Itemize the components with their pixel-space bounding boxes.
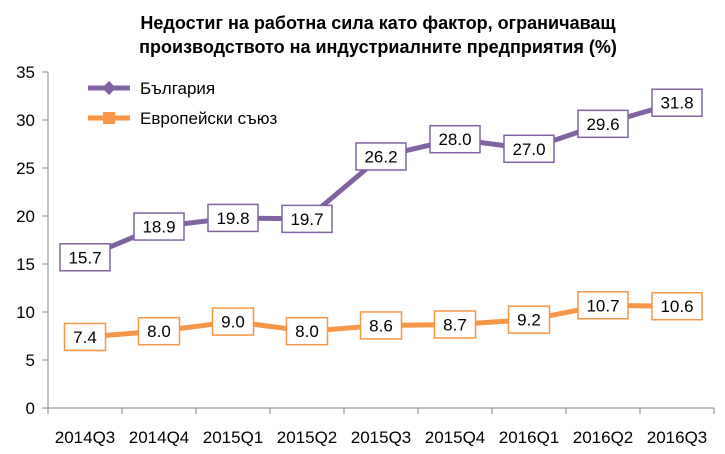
data-label-box	[281, 204, 333, 234]
data-label: 10.7	[586, 296, 619, 315]
data-labels-layer: 15.7 18.9 19.8 19.7 26.2 28.0 27.0 29.6 31.8 7.4 8…	[59, 88, 703, 352]
x-tick-label: 2015Q3	[351, 428, 412, 447]
data-label: 29.6	[586, 115, 619, 134]
x-tick-label: 2015Q2	[277, 428, 338, 447]
x-tick-label: 2015Q1	[203, 428, 264, 447]
data-label: 15.7	[68, 248, 101, 267]
data-label: 7.4	[73, 328, 97, 347]
data-label-box	[63, 322, 107, 352]
y-tick-label: 20	[16, 207, 35, 226]
y-tick-label: 0	[26, 399, 35, 418]
data-label-box	[577, 109, 629, 139]
x-tick-label: 2014Q4	[129, 428, 190, 447]
axes: 0 5 10 15 20 25 30 35 2014Q3 2014Q4 2015Q1 2015Q2 20…	[16, 63, 715, 447]
data-label-box	[577, 291, 629, 320]
data-label: 27.0	[512, 140, 545, 159]
y-tick-label: 15	[16, 255, 35, 274]
data-label: 10.6	[660, 297, 693, 316]
data-label-box	[285, 316, 329, 346]
chart-title-line-2: производството на индустриалните предпри…	[139, 37, 617, 57]
data-label-box	[429, 124, 481, 154]
data-label: 8.7	[443, 315, 467, 334]
x-tick-label: 2015Q4	[425, 428, 486, 447]
x-tick-label: 2016Q2	[573, 428, 634, 447]
y-tick-label: 35	[16, 63, 35, 82]
data-label-box	[433, 310, 477, 339]
data-label-box	[133, 212, 185, 241]
data-label-box	[207, 203, 259, 233]
legend-item: България	[88, 79, 215, 98]
x-tick-label: 2014Q3	[55, 428, 116, 447]
data-label-box	[355, 142, 407, 171]
data-label-box	[211, 307, 255, 336]
y-tick-label: 5	[26, 351, 35, 370]
y-tick-label: 25	[16, 159, 35, 178]
legend-marker	[103, 112, 115, 124]
data-label-box	[507, 305, 551, 334]
data-label: 19.8	[216, 209, 249, 228]
data-label-box	[651, 88, 703, 117]
data-label: 28.0	[438, 130, 471, 149]
data-label-box	[503, 134, 555, 164]
legend-label: Европейски съюз	[140, 109, 277, 128]
y-tick-label: 10	[16, 303, 35, 322]
data-label: 31.8	[660, 94, 693, 113]
legend: България Европейски съюз	[88, 79, 277, 128]
data-label-box	[59, 243, 111, 272]
data-label: 8.0	[295, 322, 319, 341]
chart-title-line-1: Недостиг на работна сила като фактор, ог…	[140, 13, 616, 33]
data-label: 9.0	[221, 313, 245, 332]
data-label-box	[137, 316, 181, 346]
legend-label: България	[140, 79, 215, 98]
data-label: 8.0	[147, 322, 171, 341]
legend-item: Европейски съюз	[88, 109, 277, 128]
x-tick-label: 2016Q1	[499, 428, 560, 447]
data-label: 18.9	[142, 218, 175, 237]
y-tick-label: 30	[16, 111, 35, 130]
data-label: 8.6	[369, 316, 393, 335]
data-label-box	[359, 311, 403, 340]
data-label-box	[651, 291, 703, 321]
data-label: 9.2	[517, 311, 541, 330]
x-tick-label: 2016Q3	[647, 428, 708, 447]
legend-marker	[102, 81, 116, 95]
data-label: 19.7	[290, 210, 323, 229]
data-label: 26.2	[364, 147, 397, 166]
